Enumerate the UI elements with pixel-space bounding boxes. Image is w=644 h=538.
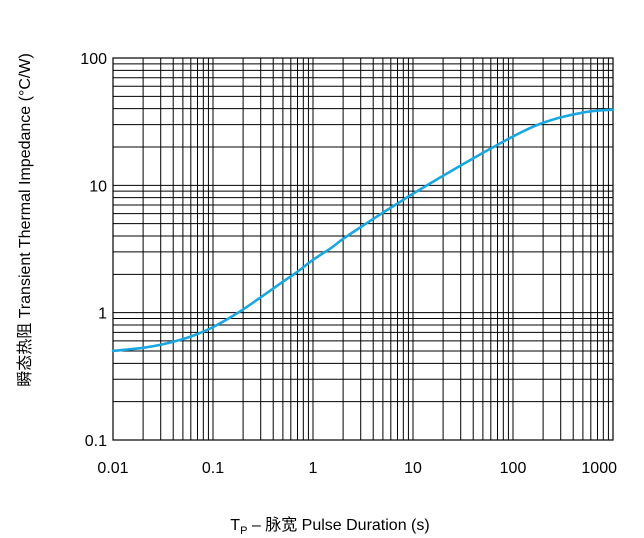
x-tick-label: 0.01 <box>97 460 128 477</box>
y-tick-label: 100 <box>80 51 107 68</box>
x-tick-label: 1000 <box>581 460 617 477</box>
grid-lines <box>112 58 613 441</box>
y-tick-label: 1 <box>98 306 107 323</box>
x-axis-label-main: T <box>230 517 240 534</box>
x-tick-label: 10 <box>404 460 422 477</box>
plot-frame <box>112 57 614 441</box>
x-tick-label: 100 <box>500 460 527 477</box>
y-tick-label: 0.1 <box>85 433 107 450</box>
y-tick-label: 10 <box>89 178 107 195</box>
x-tick-label: 1 <box>309 460 318 477</box>
x-axis-label-rest: – 脉宽 Pulse Duration (s) <box>247 516 429 534</box>
x-tick-labels: 0.01 0.1 1 10 100 1000 <box>97 460 617 477</box>
x-axis-label-subscript: P <box>240 525 247 537</box>
y-axis-label: 瞬态热阻 Transient Thermal Impedance (°C/W) <box>16 53 34 387</box>
x-tick-label: 0.1 <box>202 460 224 477</box>
series-line <box>111 108 615 353</box>
x-axis-label: TP – 脉宽 Pulse Duration (s) <box>230 516 429 537</box>
y-tick-labels: 0.1 1 10 100 <box>80 51 107 450</box>
